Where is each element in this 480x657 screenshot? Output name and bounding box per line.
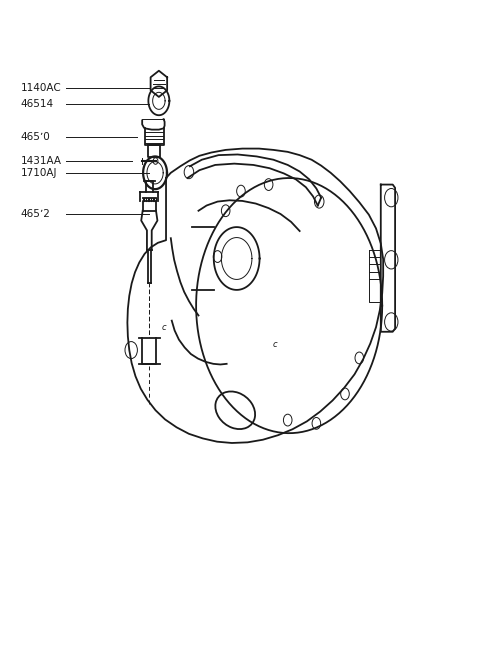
- Text: 1710AJ: 1710AJ: [21, 168, 57, 179]
- Text: 465ʼ0: 465ʼ0: [21, 132, 50, 142]
- Text: c: c: [273, 340, 277, 350]
- Text: 465ʼ2: 465ʼ2: [21, 209, 50, 219]
- Text: c: c: [161, 323, 166, 332]
- Text: 1431AA: 1431AA: [21, 156, 61, 166]
- Text: 1140AC: 1140AC: [21, 83, 61, 93]
- Text: 46514: 46514: [21, 99, 54, 109]
